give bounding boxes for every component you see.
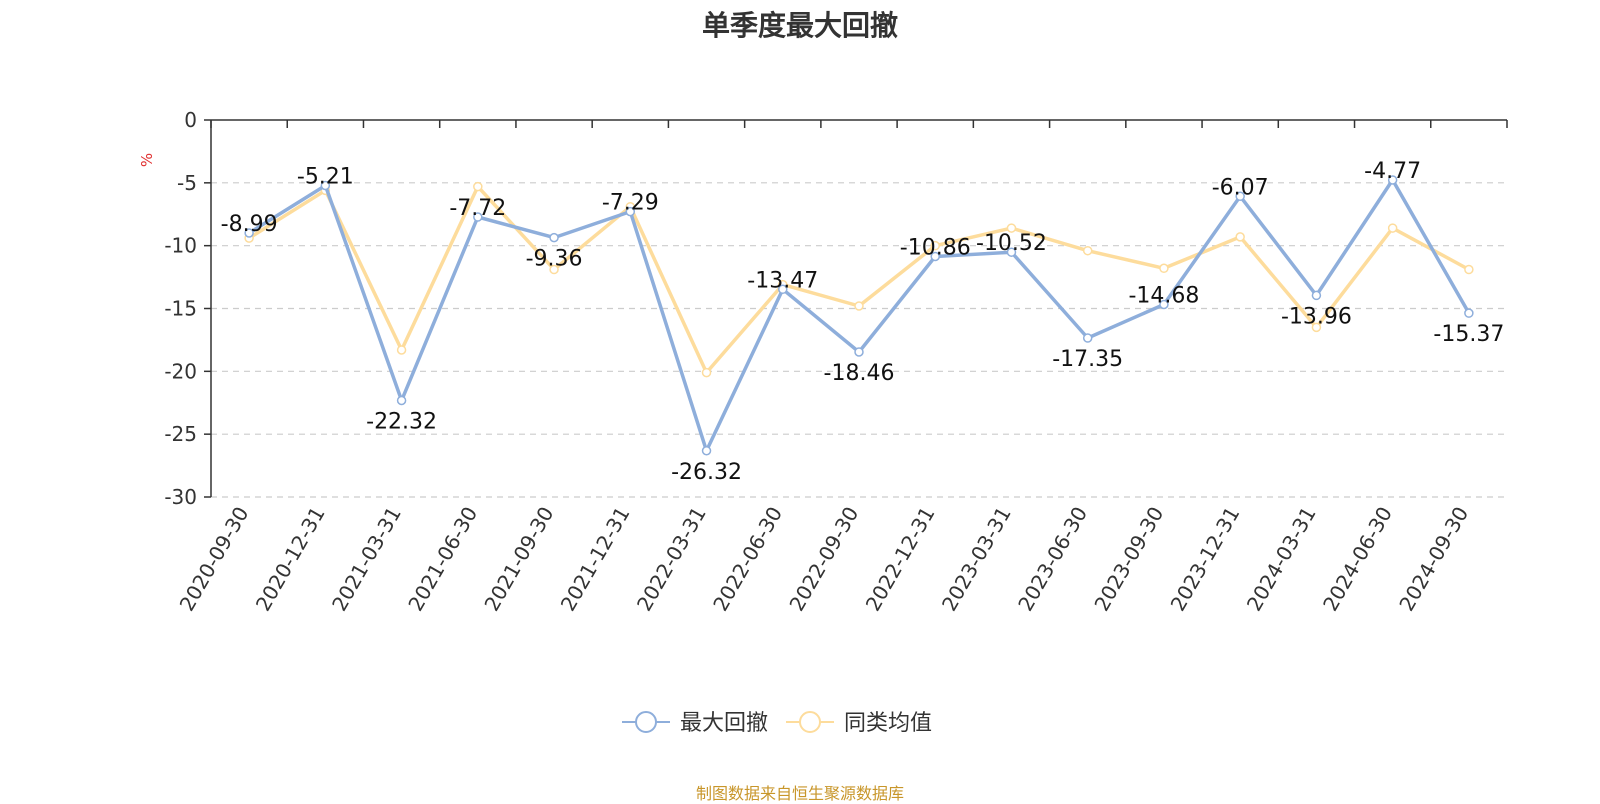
data-label: -17.35: [1052, 347, 1123, 372]
data-label: -7.29: [602, 191, 659, 216]
data-point: [1235, 191, 1245, 202]
data-point: [778, 284, 788, 295]
data-point: [396, 395, 407, 406]
x-tick-label: 2022-06-30: [708, 503, 787, 616]
data-point: [930, 240, 940, 251]
x-tick-label: 2023-06-30: [1013, 503, 1092, 616]
data-point: [1082, 245, 1093, 256]
data-point: [1311, 322, 1322, 333]
x-tick-label: 2022-03-31: [632, 503, 711, 616]
x-tick-label: 2022-12-31: [861, 503, 940, 616]
data-point: [854, 347, 864, 357]
y-tick-label: -30: [164, 485, 197, 509]
data-point: [1464, 308, 1474, 318]
data-point: [244, 228, 254, 238]
data-point: [701, 367, 712, 378]
y-axis-unit-label: %: [138, 153, 156, 167]
x-tick-label: 2023-09-30: [1089, 503, 1168, 616]
x-tick-label: 2023-03-31: [937, 503, 1016, 616]
data-point: [701, 446, 712, 456]
data-point: [1159, 299, 1169, 310]
data-point: [1159, 263, 1169, 274]
x-tick-label: 2023-12-31: [1166, 503, 1245, 616]
data-point: [1006, 247, 1017, 257]
data-label: -9.36: [526, 247, 583, 272]
data-point: [930, 251, 940, 262]
data-label: -13.47: [747, 268, 818, 293]
x-tick-label: 2024-09-30: [1394, 503, 1473, 616]
x-tick-label: 2020-09-30: [175, 503, 254, 616]
data-label: -10.52: [976, 231, 1047, 256]
data-point: [854, 301, 864, 311]
data-label: -26.32: [671, 460, 742, 485]
x-tick-label: 2022-09-30: [784, 503, 863, 616]
data-label: -7.72: [449, 196, 506, 221]
x-tick-label: 2021-06-30: [403, 502, 482, 615]
data-label: -5.21: [297, 164, 354, 189]
y-tick-label: -10: [164, 234, 197, 258]
x-tick-label: 2021-12-31: [556, 503, 635, 616]
data-point: [1464, 264, 1474, 275]
data-point: [1082, 333, 1093, 343]
data-label: -22.32: [366, 409, 437, 434]
data-label: -13.96: [1281, 304, 1352, 329]
legend-label: 最大回撤: [680, 711, 768, 736]
data-point: [1311, 290, 1322, 301]
y-tick-label: 0: [184, 108, 197, 132]
legend-label: 同类均值: [844, 711, 932, 736]
data-label: -15.37: [1433, 322, 1504, 347]
data-label: -14.68: [1128, 283, 1199, 308]
data-label: -18.46: [824, 361, 895, 386]
chart-title: 单季度最大回撤: [701, 9, 898, 42]
data-point: [396, 345, 407, 355]
y-tick-label: -20: [164, 359, 197, 383]
data-point: [1387, 223, 1398, 233]
legend-marker: [799, 711, 821, 733]
data-point: [1235, 232, 1245, 242]
data-label: -8.99: [221, 212, 278, 237]
series-line: [248, 184, 1470, 375]
y-tick-label: -5: [177, 171, 197, 195]
data-point: [549, 232, 559, 243]
legend-marker: [635, 711, 657, 733]
y-tick-label: -25: [164, 422, 197, 446]
x-tick-label: 2021-09-30: [479, 503, 558, 616]
data-label: -4.77: [1364, 159, 1421, 184]
x-tick-label: 2021-03-31: [327, 503, 406, 616]
data-point: [1387, 175, 1398, 185]
x-tick-label: 2024-03-31: [1242, 503, 1321, 616]
data-point: [1006, 223, 1017, 233]
x-tick-label: 2020-12-31: [251, 503, 330, 616]
data-label: -6.07: [1212, 175, 1269, 200]
data-point: [549, 264, 559, 275]
data-point: [320, 180, 331, 191]
data-label: -10.86: [900, 235, 971, 260]
data-point: [473, 212, 483, 222]
data-point: [625, 206, 636, 217]
x-tick-label: 2024-06-30: [1318, 503, 1397, 616]
data-point: [473, 181, 483, 192]
y-tick-label: -15: [164, 297, 197, 321]
data-source-note: 制图数据来自恒生聚源数据库: [695, 784, 904, 803]
